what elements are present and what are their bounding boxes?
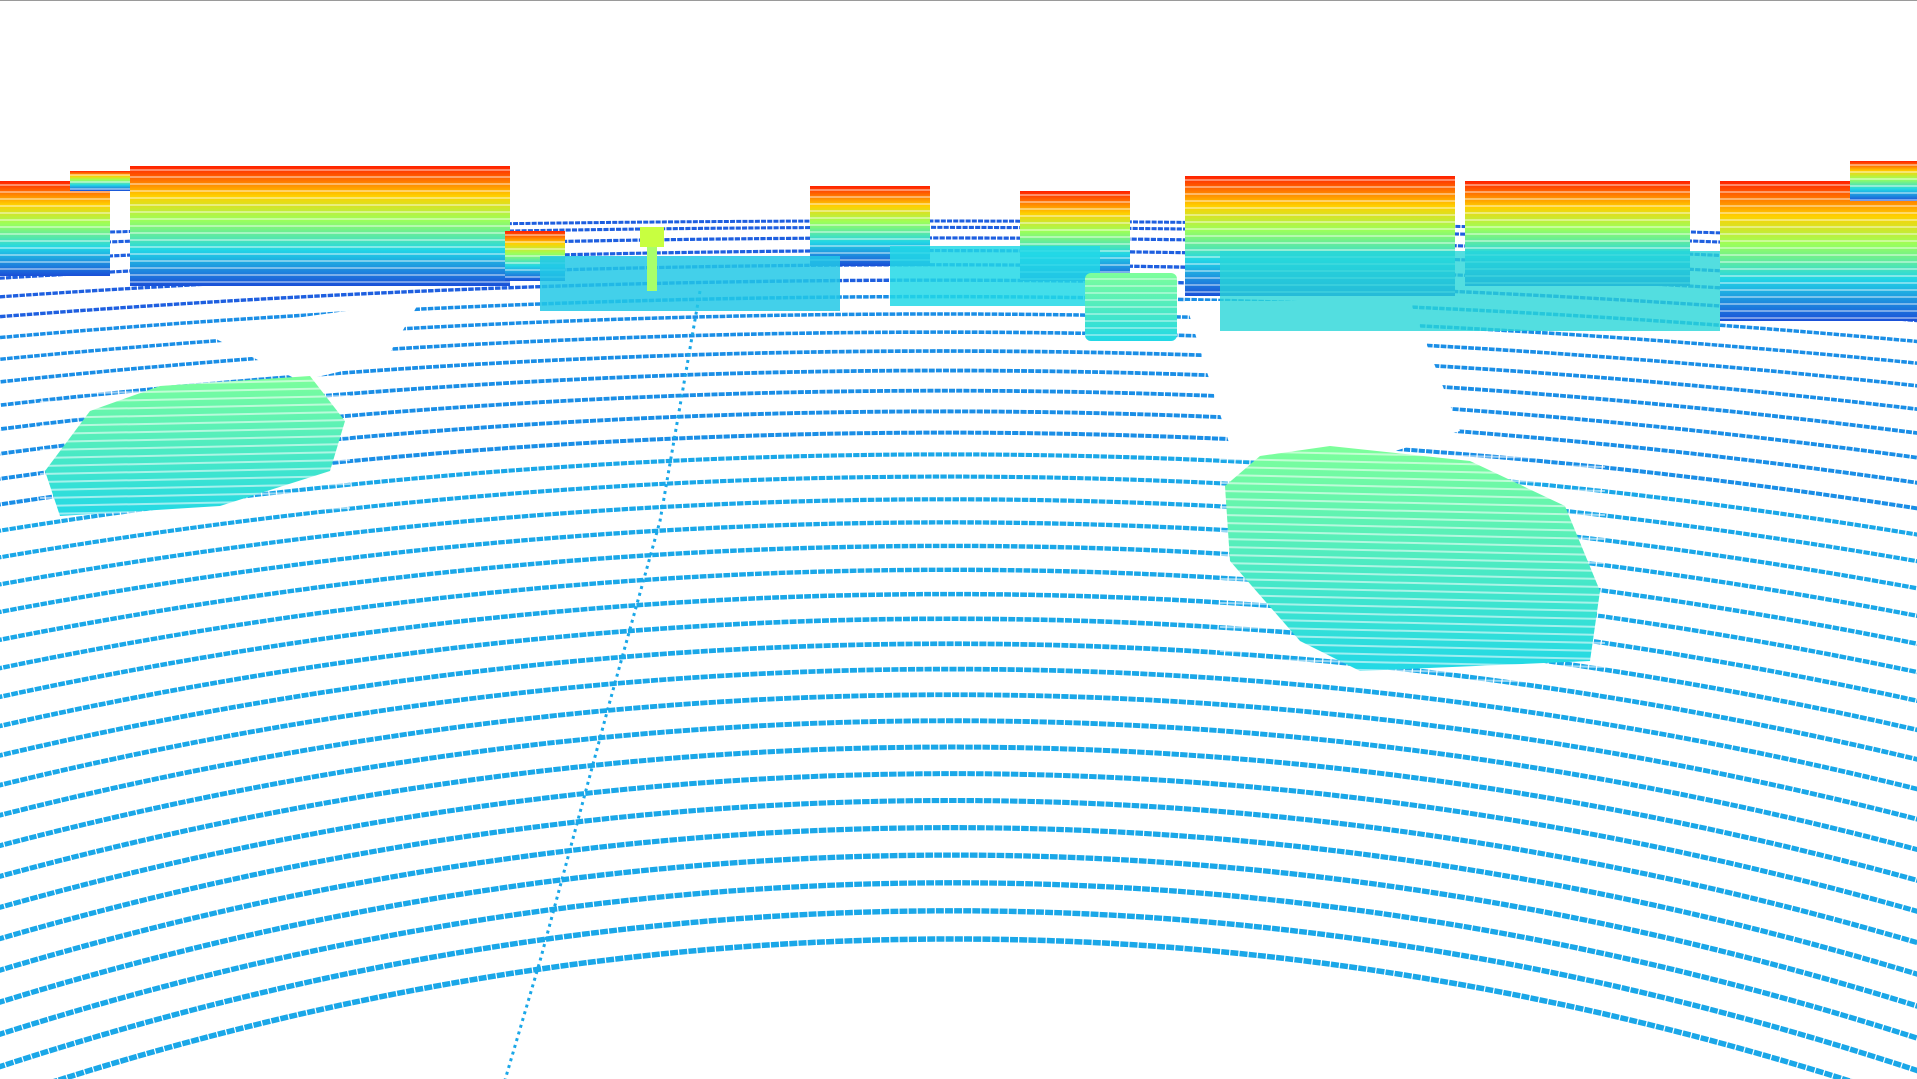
scan-ring [0,718,1917,853]
scan-ring [0,880,1917,1041]
scan-ring [0,771,1917,914]
occlusion-shadow [200,301,420,381]
pole-top [640,227,664,247]
scan-ring [0,692,1917,822]
scan-ring [0,543,1917,647]
scan-ring [0,852,1917,1009]
occlusion-shadow [1185,301,1460,471]
building-facade [0,181,110,276]
distant-vehicle [1085,273,1177,341]
scan-ring [0,497,1917,591]
scan-ring [0,797,1917,946]
low-structure [540,256,840,311]
low-structure [890,246,1100,306]
building-facade [70,171,130,191]
building-facade [1850,161,1917,201]
building-facade [130,166,510,286]
parked-car-right [1219,446,1606,684]
parked-car-left [39,376,351,516]
scan-ring [0,474,1917,564]
scan-ring [0,641,1917,762]
pole [647,229,657,291]
scan-ring [0,312,1917,365]
building-facade [1720,181,1917,321]
scan-ring [0,908,1917,1074]
scan-ring [0,616,1917,733]
scan-ring [53,936,1853,1079]
low-structure [1220,251,1720,331]
scan-ring [0,567,1917,675]
scan-ring [0,520,1917,619]
scan-ring [0,591,1917,704]
scan-ring [0,349,1917,411]
scan-ring [0,666,1917,792]
scene-objects [0,161,1917,1079]
curb-edge [503,290,702,1079]
scan-ring [0,744,1917,883]
